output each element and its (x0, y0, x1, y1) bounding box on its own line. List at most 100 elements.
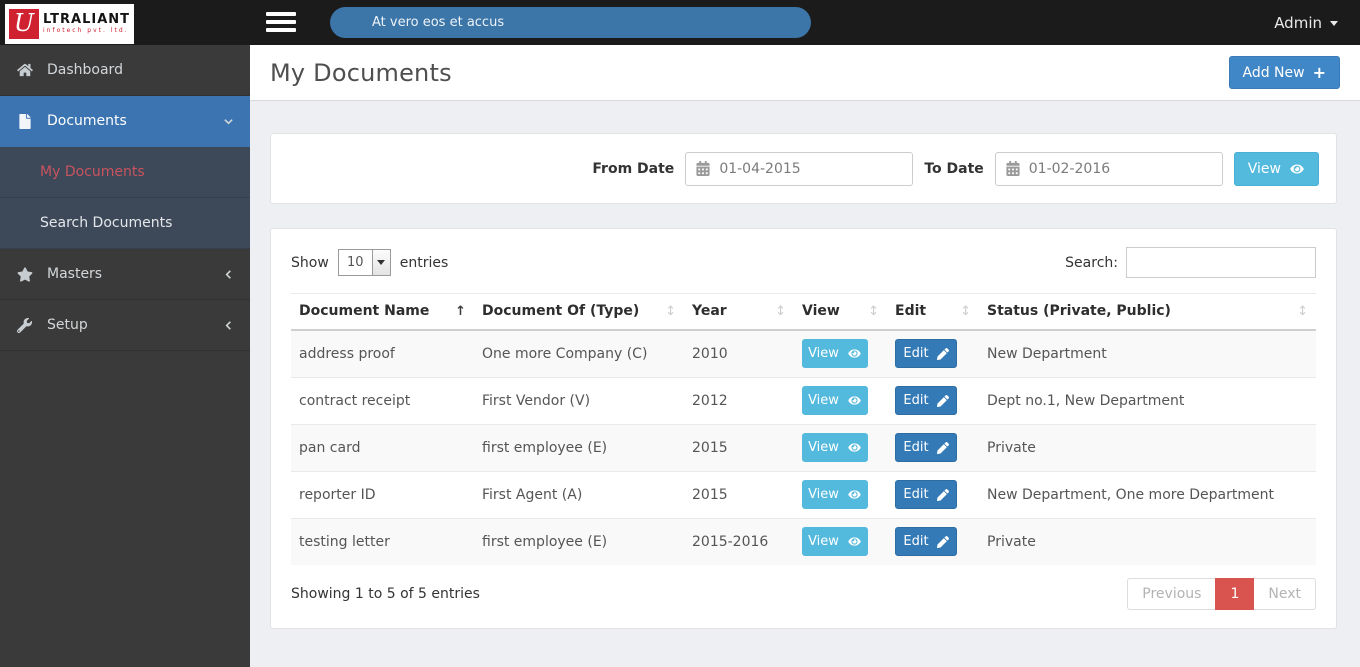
from-date-value: 01-04-2015 (719, 160, 801, 177)
brand-logo[interactable]: U LTRALIANT infotech pvt. ltd. (5, 4, 134, 44)
pencil-icon (936, 441, 949, 454)
page-title: My Documents (270, 58, 452, 87)
row-view-button[interactable]: View (802, 480, 868, 509)
column-header-status[interactable]: Status (Private, Public) ↕ (979, 293, 1316, 331)
cell-year: 2015 (684, 470, 794, 518)
column-header-document-name[interactable]: Document Name ↑ (291, 293, 474, 331)
pagination: Previous 1 Next (1127, 578, 1316, 610)
cell-year: 2015 (684, 423, 794, 471)
column-header-edit[interactable]: Edit ↕ (887, 293, 979, 331)
home-icon (16, 63, 33, 77)
sort-asc-icon: ↑ (455, 303, 466, 319)
date-filter-panel: From Date 01-04-2015 To Date 01-02-2016 … (270, 133, 1337, 204)
filter-view-button[interactable]: View (1233, 151, 1319, 186)
pencil-icon (936, 535, 949, 548)
search-input[interactable] (1126, 247, 1316, 278)
pagination-page-1-button[interactable]: 1 (1215, 578, 1255, 610)
sidebar-item-setup[interactable]: Setup (0, 300, 250, 351)
cell-status: Private (979, 423, 1316, 471)
search-label: Search: (1065, 254, 1118, 271)
row-view-button[interactable]: View (802, 386, 868, 415)
pagination-previous-button[interactable]: Previous (1127, 578, 1217, 610)
documents-table-panel: Show 10 entries Search: (270, 228, 1337, 629)
table-row: reporter ID First Agent (A) 2015 View Edit Ne… (291, 470, 1316, 518)
to-date-value: 01-02-2016 (1028, 160, 1111, 177)
from-date-input[interactable]: 01-04-2015 (685, 151, 914, 186)
cell-document-of-type: First Agent (A) (474, 470, 684, 518)
top-navbar: U LTRALIANT infotech pvt. ltd. At vero e… (0, 0, 1360, 45)
row-edit-button[interactable]: Edit (895, 433, 957, 462)
row-view-button[interactable]: View (802, 527, 868, 557)
table-row: testing letter first employee (E) 2015-201… (291, 517, 1316, 565)
sidebar: Dashboard Documents My Documents Search … (0, 45, 250, 667)
eye-icon (847, 536, 862, 547)
cell-document-of-type: One more Company (C) (474, 329, 684, 377)
caret-down-icon (1330, 21, 1338, 26)
cell-document-of-type: first employee (E) (474, 423, 684, 471)
calendar-icon (696, 161, 710, 176)
sidebar-item-label: Search Documents (40, 215, 173, 231)
column-header-year[interactable]: Year ↕ (684, 293, 794, 331)
cell-year: 2010 (684, 329, 794, 377)
sidebar-item-label: Masters (47, 266, 103, 282)
row-edit-button[interactable]: Edit (895, 386, 957, 415)
sidebar-item-my-documents[interactable]: My Documents (0, 147, 250, 198)
filter-view-label: View (1247, 160, 1281, 177)
column-header-document-of-type[interactable]: Document Of (Type) ↕ (474, 293, 684, 331)
cell-document-of-type: first employee (E) (474, 517, 684, 565)
page-length-value: 10 (347, 255, 364, 270)
row-edit-button[interactable]: Edit (895, 339, 957, 369)
chevron-down-icon (223, 116, 234, 127)
brand-name: LTRALIANT (43, 12, 130, 27)
wrench-icon (16, 317, 33, 333)
row-view-button[interactable]: View (802, 339, 868, 369)
sidebar-item-label: My Documents (40, 164, 145, 180)
pencil-icon (936, 347, 949, 360)
file-icon (16, 113, 33, 129)
cell-year: 2015-2016 (684, 517, 794, 565)
table-row: pan card first employee (E) 2015 View Edit Pr… (291, 423, 1316, 471)
select-dropdown-arrow-icon[interactable] (371, 250, 390, 275)
chevron-left-icon (223, 269, 234, 280)
cell-status: Private (979, 517, 1316, 565)
table-header-row: Document Name ↑ Document Of (Type) ↕ Year ↕… (291, 293, 1316, 331)
from-date-label: From Date (592, 160, 675, 177)
sidebar-submenu-documents: My Documents Search Documents (0, 147, 250, 249)
table-search-control: Search: (1065, 247, 1316, 278)
brand-logo-mark: U (9, 9, 39, 39)
pagination-next-button[interactable]: Next (1253, 578, 1316, 610)
cell-document-name: reporter ID (291, 470, 474, 518)
pencil-icon (936, 394, 949, 407)
sidebar-item-search-documents[interactable]: Search Documents (0, 198, 250, 249)
pencil-icon (936, 488, 949, 501)
cell-document-name: address proof (291, 329, 474, 377)
sidebar-item-masters[interactable]: Masters (0, 249, 250, 300)
sidebar-item-dashboard[interactable]: Dashboard (0, 45, 250, 96)
row-edit-button[interactable]: Edit (895, 480, 957, 509)
cell-year: 2012 (684, 376, 794, 424)
cell-document-name: pan card (291, 423, 474, 471)
column-header-view[interactable]: View ↕ (794, 293, 887, 331)
cell-document-of-type: First Vendor (V) (474, 376, 684, 424)
table-body: address proof One more Company (C) 2010 Vie… (291, 329, 1316, 565)
add-new-label: Add New (1242, 64, 1305, 81)
page-length-select[interactable]: 10 (337, 249, 391, 276)
table-row: address proof One more Company (C) 2010 Vie… (291, 329, 1316, 377)
to-date-input[interactable]: 01-02-2016 (994, 151, 1223, 186)
sidebar-toggle-icon[interactable] (266, 12, 296, 32)
row-edit-button[interactable]: Edit (895, 527, 957, 557)
sidebar-item-label: Setup (47, 317, 88, 333)
row-view-button[interactable]: View (802, 433, 868, 462)
user-menu-dropdown[interactable]: Admin (1274, 0, 1338, 45)
page-header: My Documents Add New + (250, 45, 1360, 101)
to-date-label: To Date (924, 160, 984, 177)
add-new-button[interactable]: Add New + (1228, 56, 1340, 89)
calendar-icon (1006, 161, 1020, 176)
eye-icon (847, 489, 862, 500)
sidebar-item-documents[interactable]: Documents (0, 96, 250, 147)
content-area: From Date 01-04-2015 To Date 01-02-2016 … (250, 101, 1360, 667)
cell-document-name: testing letter (291, 517, 474, 565)
sidebar-item-label: Documents (47, 113, 127, 129)
sort-icon: ↕ (1297, 303, 1308, 319)
plus-icon: + (1312, 62, 1326, 82)
